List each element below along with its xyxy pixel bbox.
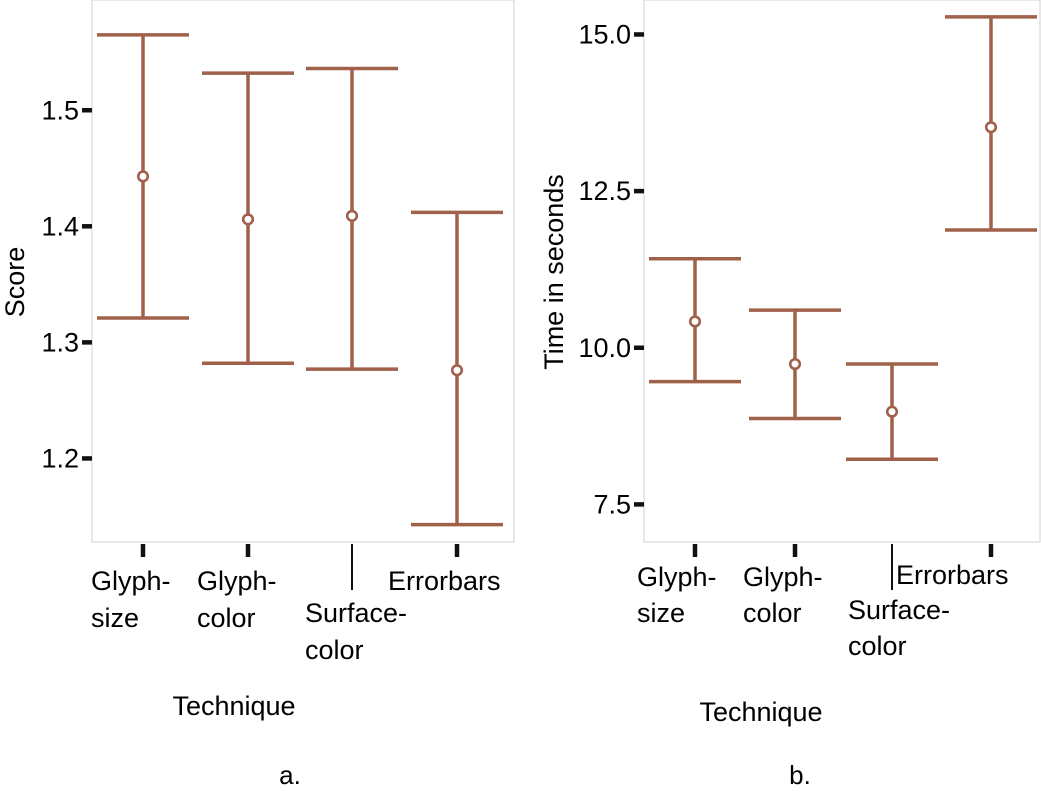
panel-b-plot-area <box>643 0 1041 543</box>
panel-b-x-axis: Glyph-size Glyph-color Surface-color Errorb… <box>637 544 1009 661</box>
mean-point <box>688 315 702 328</box>
mean-point <box>241 213 255 226</box>
panel-a-score-chart: 1.2 1.3 1.4 1.5 Glyph-size Glyph-color Surfac… <box>0 0 515 790</box>
y-tick-label: 7.5 <box>593 489 631 519</box>
mean-point <box>788 357 802 371</box>
error-bar <box>649 257 741 384</box>
panel-b-caption: b. <box>789 760 811 790</box>
panel-a-y-axis-title: Score <box>0 247 30 318</box>
error-bar <box>306 66 398 371</box>
x-tick-label: Errorbars <box>388 566 501 596</box>
y-tick-label: 1.4 <box>41 211 79 241</box>
x-tick-label: Glyph- <box>743 562 823 592</box>
y-tick-label: 1.5 <box>41 95 79 125</box>
y-tick-label: 1.2 <box>41 443 79 473</box>
mean-point <box>984 121 998 134</box>
x-tick-label: color <box>848 631 907 661</box>
panel-a-x-axis: Glyph-size Glyph-color Surface-color Errorb… <box>91 544 501 665</box>
x-tick-label: Errorbars <box>896 560 1009 590</box>
error-bar <box>846 362 938 462</box>
error-bar <box>411 210 503 527</box>
error-bar <box>202 71 294 366</box>
error-bar <box>749 308 841 421</box>
panel-b-time-chart: 7.5 10.0 12.5 15.0 Glyph-size Glyph-color Sur… <box>539 0 1041 790</box>
x-tick-label: color <box>743 598 802 628</box>
error-bar <box>97 33 189 320</box>
x-tick-label: size <box>91 603 139 633</box>
y-tick-label: 10.0 <box>578 333 631 363</box>
x-tick-label: size <box>637 598 685 628</box>
x-tick-label: color <box>305 635 364 665</box>
x-tick-label: color <box>197 603 256 633</box>
panel-a-marks <box>97 33 503 527</box>
error-bar <box>945 15 1037 232</box>
mean-point <box>450 364 464 377</box>
panel-b-y-axis: 7.5 10.0 12.5 15.0 <box>578 19 644 519</box>
panel-a-y-axis: 1.2 1.3 1.4 1.5 <box>41 95 92 473</box>
mean-point <box>345 209 359 222</box>
mean-point <box>136 170 150 183</box>
x-tick-label: Glyph- <box>197 566 277 596</box>
x-tick-label: Glyph- <box>637 562 717 592</box>
panel-b-marks <box>649 15 1037 462</box>
y-tick-label: 15.0 <box>578 19 631 49</box>
mean-point <box>885 405 899 418</box>
y-tick-label: 1.3 <box>41 327 79 357</box>
x-tick-label: Surface- <box>305 598 407 628</box>
panel-b-x-axis-title: Technique <box>699 697 822 727</box>
y-tick-label: 12.5 <box>578 176 631 206</box>
x-tick-label: Glyph- <box>91 566 171 596</box>
panel-a-plot-area <box>91 0 515 543</box>
panel-a-x-axis-title: Technique <box>172 691 295 721</box>
panel-a-caption: a. <box>279 760 301 790</box>
panel-b-y-axis-title: Time in seconds <box>539 174 569 370</box>
x-tick-label: Surface- <box>848 595 950 625</box>
